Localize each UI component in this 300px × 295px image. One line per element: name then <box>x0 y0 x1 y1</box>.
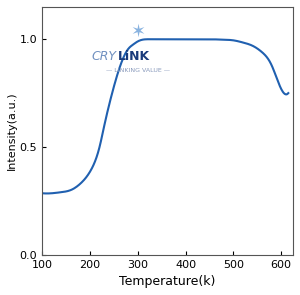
Text: ✶: ✶ <box>130 23 145 41</box>
Text: LiNK: LiNK <box>118 50 150 63</box>
Text: — LINKING VALUE —: — LINKING VALUE — <box>106 68 170 73</box>
Text: CRY: CRY <box>91 50 116 63</box>
Y-axis label: Intensity(a.u.): Intensity(a.u.) <box>7 91 17 170</box>
X-axis label: Temperature(k): Temperature(k) <box>119 275 216 288</box>
